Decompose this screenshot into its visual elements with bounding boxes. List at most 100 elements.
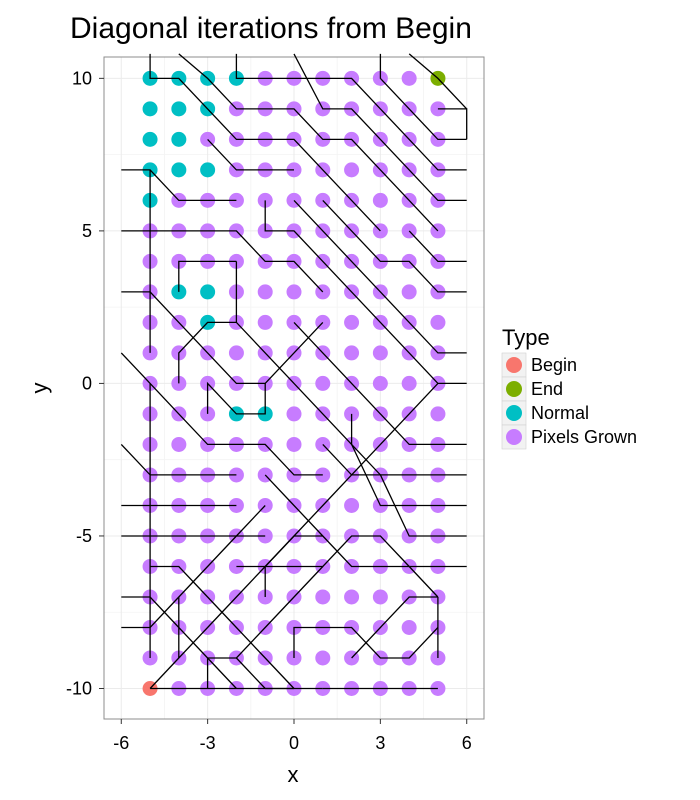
point-pixels-grown [228, 345, 244, 361]
iteration-path [120, 352, 323, 476]
legend-swatch-end [506, 381, 522, 397]
point-pixels-grown [257, 284, 273, 300]
iteration-path [322, 443, 467, 537]
point-normal [142, 131, 158, 147]
chart-title: Diagonal iterations from Begin [70, 12, 472, 45]
legend: Type Begin End Normal Pixels Grown [501, 325, 637, 450]
legend-title: Type [502, 325, 550, 350]
legend-label: Normal [531, 403, 589, 423]
y-tick-label: -10 [66, 678, 92, 698]
y-axis-title: y [27, 383, 52, 394]
iteration-path [120, 443, 237, 476]
x-tick-label: -6 [113, 733, 129, 753]
iteration-path [293, 199, 467, 354]
legend-label: Pixels Grown [531, 427, 637, 447]
legend-swatch-normal [506, 405, 522, 421]
iteration-path [206, 566, 324, 689]
iteration-path [408, 53, 468, 110]
point-pixels-grown [171, 375, 187, 391]
point-pixels-grown [344, 589, 360, 605]
point-pixels-grown [315, 375, 331, 391]
iteration-path [121, 169, 237, 202]
point-pixels-grown [228, 497, 244, 513]
x-tick-label: 0 [289, 733, 299, 753]
point-pixels-grown [401, 619, 417, 635]
x-axis-title: x [288, 762, 299, 787]
y-tick-label: 0 [82, 373, 92, 393]
y-tick-label: 5 [82, 221, 92, 241]
iteration-paths [120, 53, 468, 690]
iteration-path [207, 138, 294, 171]
point-pixels-grown [315, 589, 331, 605]
point-normal [142, 101, 158, 117]
point-pixels-grown [286, 436, 302, 452]
point-pixels-grown [257, 192, 273, 208]
iteration-path [264, 474, 467, 568]
point-normal [171, 131, 187, 147]
point-pixels-grown [372, 589, 388, 605]
x-tick-label: -3 [200, 733, 216, 753]
iteration-path [206, 381, 266, 415]
x-tick-label: 6 [462, 733, 472, 753]
y-tick-label: 10 [72, 68, 92, 88]
point-normal [200, 162, 216, 178]
point-pixels-grown [430, 680, 446, 696]
point-pixels-grown [200, 406, 216, 422]
iteration-path [437, 108, 468, 140]
iteration-path [293, 53, 467, 202]
iteration-path [121, 291, 324, 385]
iteration-path [293, 321, 467, 446]
iteration-path [322, 199, 467, 293]
point-normal [171, 284, 187, 300]
point-pixels-grown [142, 345, 158, 361]
point-pixels-grown [372, 192, 388, 208]
point-normal [200, 284, 216, 300]
iteration-path [149, 53, 381, 232]
iteration-path [150, 565, 295, 689]
legend-swatch-pixels-grown [506, 429, 522, 445]
point-pixels-grown [372, 375, 388, 391]
point-pixels-grown [344, 497, 360, 513]
point-pixels-grown [257, 314, 273, 330]
point-pixels-grown [372, 345, 388, 361]
x-tick-label: 3 [375, 733, 385, 753]
point-pixels-grown [344, 314, 360, 330]
iteration-path [235, 657, 294, 690]
y-axis: -10 -5 0 5 10 [66, 68, 104, 698]
point-pixels-grown [257, 528, 273, 544]
iteration-path [293, 626, 439, 659]
iteration-path [121, 230, 324, 293]
iteration-path [264, 535, 323, 597]
y-tick-label: -5 [76, 526, 92, 546]
point-pixels-grown [315, 650, 331, 666]
point-pixels-grown [430, 314, 446, 330]
point-pixels-grown [286, 406, 302, 422]
point-normal [171, 101, 187, 117]
point-pixels-grown [401, 70, 417, 86]
point-pixels-grown [228, 467, 244, 483]
point-pixels-grown [228, 253, 244, 269]
x-axis: -6 -3 0 3 6 [113, 719, 472, 753]
iteration-path [235, 53, 467, 171]
point-pixels-grown [401, 284, 417, 300]
iteration-path [408, 230, 467, 263]
iteration-path [379, 53, 467, 141]
iteration-path [351, 596, 438, 659]
point-pixels-grown [344, 162, 360, 178]
point-pixels-grown [344, 345, 360, 361]
point-pixels-grown [171, 436, 187, 452]
iteration-path [264, 200, 467, 385]
point-normal [171, 162, 187, 178]
iteration-path [178, 260, 237, 292]
legend-swatch-begin [506, 357, 522, 373]
legend-label: End [531, 379, 563, 399]
point-pixels-grown [430, 406, 446, 422]
iteration-path [178, 321, 237, 384]
iteration-path [235, 261, 467, 476]
point-pixels-grown [286, 284, 302, 300]
point-pixels-grown [401, 375, 417, 391]
point-pixels-grown [228, 192, 244, 208]
legend-label: Begin [531, 355, 577, 375]
iteration-path [178, 53, 439, 232]
